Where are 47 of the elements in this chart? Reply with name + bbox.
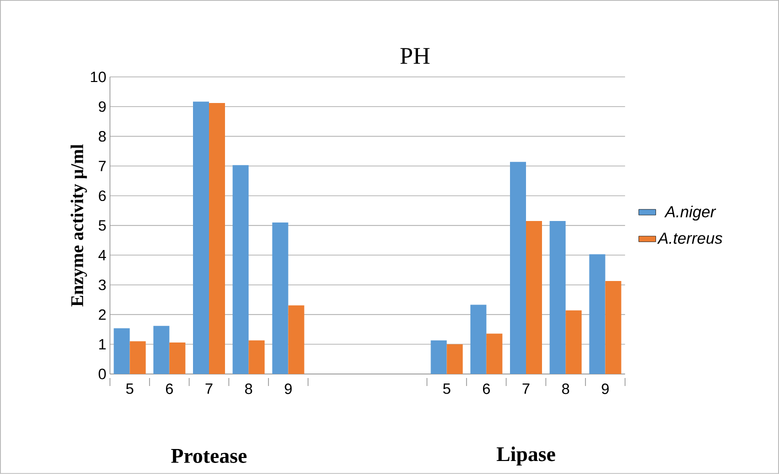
x-tick-label: 9: [602, 384, 609, 394]
text: Lipase: [496, 446, 556, 466]
bar: [470, 304, 486, 374]
y-tick-label: 5: [98, 220, 106, 231]
x-tick-label: 7: [206, 384, 212, 394]
bar: [550, 221, 566, 374]
x-tick-label: 9: [284, 384, 292, 394]
bar: [114, 328, 130, 374]
bar: [169, 342, 186, 374]
y-tick-label: 2: [98, 309, 106, 320]
bar: [288, 305, 304, 374]
text: Protease: [171, 449, 247, 463]
bar: [526, 221, 542, 374]
x-tick-label: 6: [166, 384, 173, 394]
bar: [272, 222, 288, 374]
bar: [430, 340, 447, 374]
bar: [193, 102, 209, 374]
bar: [130, 341, 146, 374]
y-tick-label: 10: [90, 72, 106, 82]
x-tick-label: 7: [522, 384, 530, 394]
y-tick-label: 4: [98, 250, 106, 260]
chart-title: PH: [400, 48, 430, 64]
x-tick-label: 8: [562, 384, 570, 394]
x-tick-label: 5: [443, 384, 450, 394]
bar: [248, 340, 265, 374]
y-tick-label: 6: [98, 190, 106, 202]
y-tick-label: 3: [98, 280, 106, 290]
legend-label: A.terreus: [657, 232, 722, 244]
bar: [589, 254, 606, 374]
y-tick-label: 1: [99, 339, 106, 350]
y-axis-title: Enzyme activity µ/ml: [70, 144, 87, 307]
bar: [510, 162, 526, 374]
x-tick-label: 6: [482, 384, 490, 394]
y-tick-label: 9: [98, 101, 106, 112]
bar: [153, 326, 170, 374]
bar: [486, 334, 502, 374]
y-tick-label: 8: [98, 131, 106, 142]
y-tick-label: 0: [98, 368, 106, 380]
x-tick-label: 5: [126, 384, 134, 394]
bar: [605, 281, 622, 374]
y-tick-label: 7: [98, 160, 106, 172]
bar: [566, 310, 582, 374]
bar: [446, 344, 463, 374]
x-tick-label: 8: [245, 384, 252, 394]
bar: [209, 103, 226, 374]
legend-label: A.niger: [664, 206, 716, 221]
bar: [232, 165, 249, 374]
